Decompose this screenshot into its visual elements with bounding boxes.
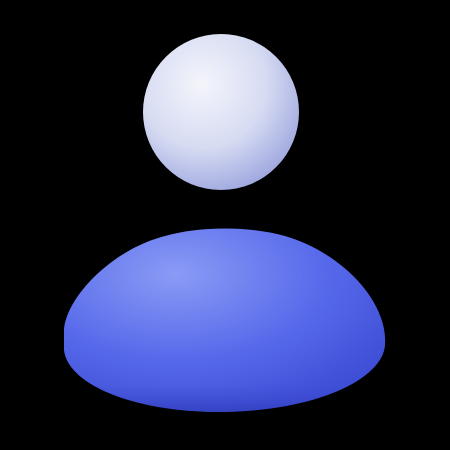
user-head	[143, 34, 299, 190]
user-body-shade	[64, 228, 386, 413]
